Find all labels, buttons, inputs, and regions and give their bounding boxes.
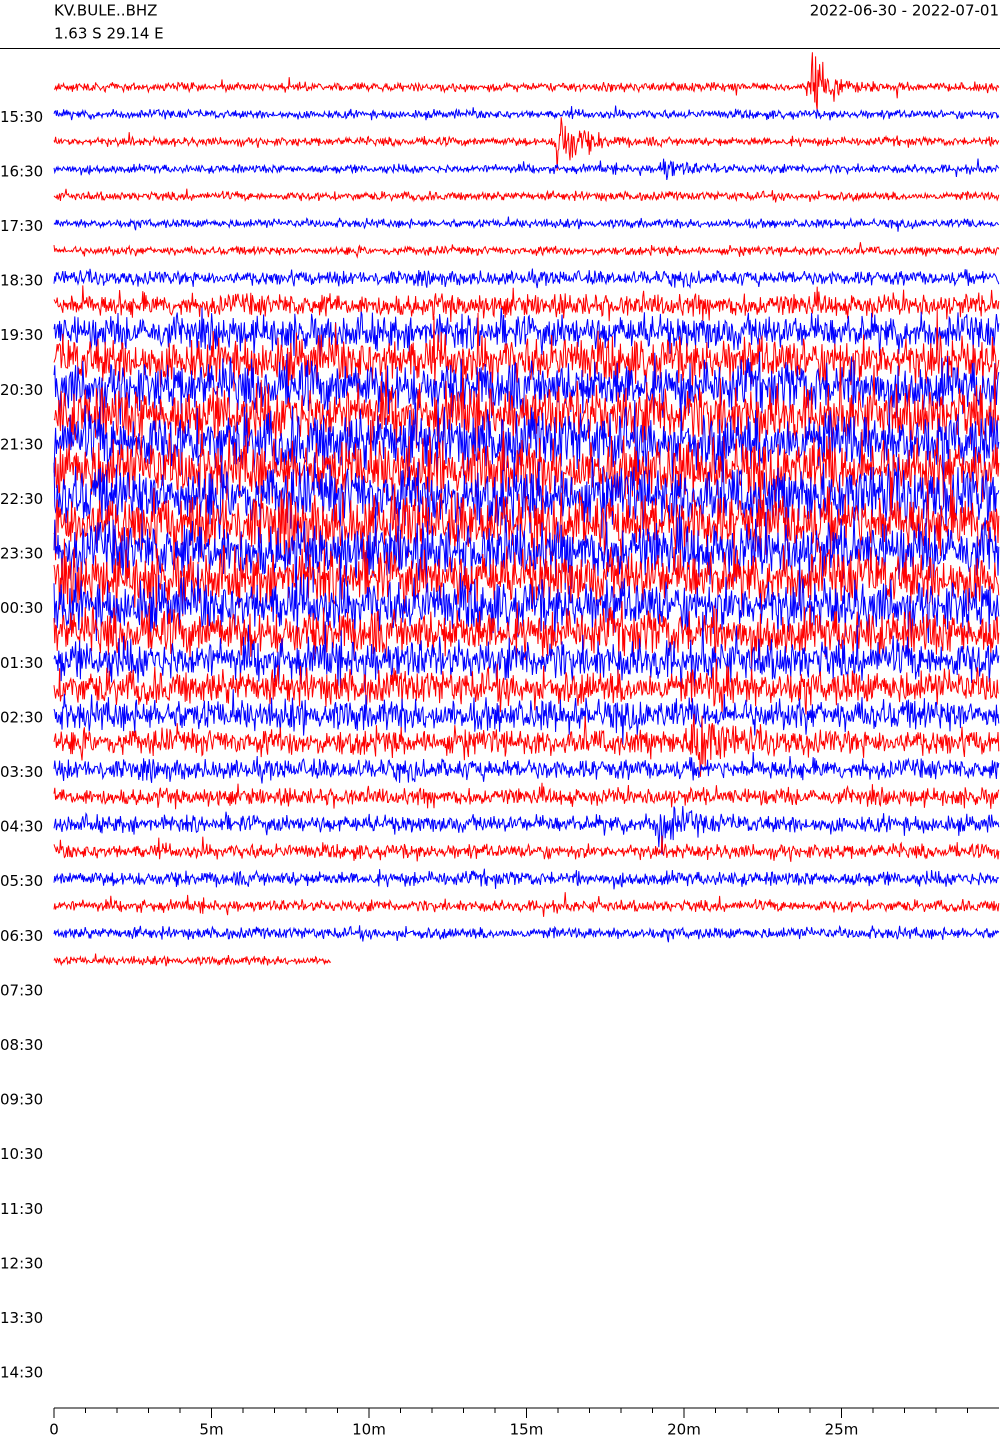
- trace: [53, 868, 1000, 890]
- x-tick-label: 15m: [510, 1421, 544, 1439]
- trace: [53, 549, 1000, 644]
- row-label: 21:30: [0, 435, 43, 453]
- x-tick-label: 0: [49, 1421, 59, 1439]
- row-label: 10:30: [0, 1145, 43, 1163]
- trace: [53, 436, 1000, 540]
- row-label: 06:30: [0, 927, 43, 945]
- row-label: 19:30: [0, 326, 43, 344]
- row-label: 07:30: [0, 981, 43, 999]
- trace: [53, 601, 1000, 667]
- row-label: 11:30: [0, 1200, 43, 1218]
- trace: [53, 52, 1000, 112]
- trace: [53, 420, 1000, 527]
- trace: [53, 399, 1000, 489]
- row-label: 02:30: [0, 708, 43, 726]
- row-label: 09:30: [0, 1091, 43, 1109]
- trace: [53, 105, 1000, 121]
- row-label: 15:30: [0, 108, 43, 126]
- date-range: 2022-06-30 - 2022-07-01: [810, 2, 999, 20]
- trace: [53, 307, 1000, 357]
- x-tick-label: 10m: [352, 1421, 386, 1439]
- trace: [53, 713, 1000, 777]
- trace: [53, 689, 1000, 745]
- trace: [53, 285, 1000, 323]
- trace: [53, 658, 1000, 715]
- trace: [53, 268, 1000, 290]
- row-label: 20:30: [0, 381, 43, 399]
- row-label: 03:30: [0, 763, 43, 781]
- trace: [53, 611, 1000, 699]
- trace: [53, 216, 1000, 232]
- trace: [53, 924, 1000, 943]
- traces: [53, 52, 1000, 967]
- trace: [53, 892, 1000, 917]
- trace: [53, 538, 1000, 617]
- row-label: 08:30: [0, 1036, 43, 1054]
- x-tick-label: 5m: [199, 1421, 223, 1439]
- trace: [53, 158, 1000, 180]
- station: KV.BULE..BHZ: [54, 2, 157, 20]
- row-label: 16:30: [0, 162, 43, 180]
- row-label: 04:30: [0, 818, 43, 836]
- row-label: 05:30: [0, 872, 43, 890]
- x-tick-label: 20m: [667, 1421, 701, 1439]
- row-label: 18:30: [0, 272, 43, 290]
- row-label: 17:30: [0, 217, 43, 235]
- trace: [53, 782, 1000, 810]
- row-label: 01:30: [0, 654, 43, 672]
- trace: [53, 309, 1000, 392]
- row-label: 23:30: [0, 545, 43, 563]
- trace: [53, 117, 1000, 171]
- trace: [53, 835, 1000, 862]
- trace: [53, 805, 1000, 855]
- trace: [53, 751, 1000, 784]
- row-label: 22:30: [0, 490, 43, 508]
- x-tick-label: 25m: [825, 1421, 859, 1439]
- trace: [53, 345, 1000, 469]
- row-label: 12:30: [0, 1254, 43, 1272]
- trace: [53, 188, 1000, 203]
- location: 1.63 S 29.14 E: [54, 25, 164, 43]
- row-label: 00:30: [0, 599, 43, 617]
- trace: [53, 242, 1000, 259]
- row-label: 13:30: [0, 1309, 43, 1327]
- trace: [53, 953, 332, 967]
- row-label: 14:30: [0, 1364, 43, 1382]
